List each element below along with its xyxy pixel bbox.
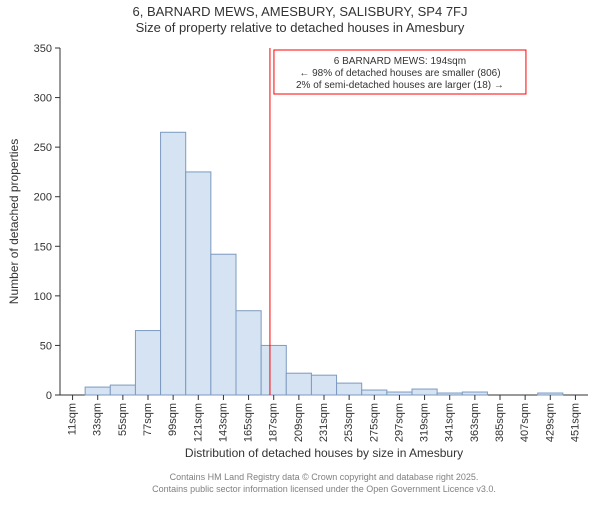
x-tick-label: 451sqm: [569, 403, 581, 442]
x-tick-label: 121sqm: [192, 403, 204, 442]
histogram-bar: [161, 132, 186, 395]
x-tick-label: 77sqm: [142, 403, 154, 436]
x-axis-label: Distribution of detached houses by size …: [185, 446, 463, 460]
histogram-bar: [261, 345, 286, 395]
footer-line1: Contains HM Land Registry data © Crown c…: [170, 472, 479, 482]
x-tick-label: 297sqm: [393, 403, 405, 442]
histogram-bar: [135, 331, 160, 395]
x-tick-label: 253sqm: [343, 403, 355, 442]
x-tick-label: 231sqm: [318, 403, 330, 442]
y-axis-label: Number of detached properties: [7, 139, 21, 304]
histogram-bar: [387, 392, 412, 395]
x-tick-label: 319sqm: [419, 403, 431, 442]
histogram-bar: [286, 373, 311, 395]
histogram-bar: [337, 383, 362, 395]
y-tick-label: 150: [34, 241, 52, 253]
histogram-bar: [211, 254, 236, 395]
histogram-bar: [236, 311, 261, 395]
histogram-bar: [110, 385, 135, 395]
x-tick-label: 33sqm: [92, 403, 104, 436]
x-tick-label: 187sqm: [268, 403, 280, 442]
callout-line: 6 BARNARD MEWS: 194sqm: [334, 56, 466, 67]
x-tick-label: 99sqm: [167, 403, 179, 436]
x-tick-label: 429sqm: [544, 403, 556, 442]
y-tick-label: 50: [40, 340, 52, 352]
x-tick-label: 385sqm: [494, 403, 506, 442]
histogram-bar: [538, 393, 563, 395]
x-tick-label: 363sqm: [469, 403, 481, 442]
callout-line: 2% of semi-detached houses are larger (1…: [296, 80, 504, 91]
chart-title-line1: 6, BARNARD MEWS, AMESBURY, SALISBURY, SP…: [133, 4, 468, 19]
x-tick-label: 11sqm: [67, 403, 79, 435]
x-tick-label: 143sqm: [217, 403, 229, 442]
chart-title-line2: Size of property relative to detached ho…: [136, 20, 465, 35]
histogram-bar: [311, 375, 336, 395]
x-tick-label: 341sqm: [444, 403, 456, 442]
x-tick-label: 209sqm: [293, 403, 305, 442]
footer-line2: Contains public sector information licen…: [152, 484, 496, 494]
histogram-bar: [412, 389, 437, 395]
x-tick-label: 165sqm: [243, 403, 255, 442]
y-tick-label: 100: [34, 291, 52, 303]
histogram-bar: [462, 392, 487, 395]
histogram-chart: 6, BARNARD MEWS, AMESBURY, SALISBURY, SP…: [0, 0, 600, 500]
x-tick-label: 55sqm: [117, 403, 129, 436]
y-tick-label: 350: [34, 43, 52, 55]
y-tick-label: 300: [34, 93, 52, 105]
x-tick-label: 407sqm: [519, 403, 531, 442]
y-tick-label: 0: [46, 390, 52, 402]
y-tick-label: 200: [34, 192, 52, 204]
x-tick-label: 275sqm: [368, 403, 380, 442]
histogram-bar: [85, 387, 110, 395]
histogram-bar: [186, 172, 211, 395]
histogram-bar: [437, 393, 462, 395]
y-tick-label: 250: [34, 142, 52, 154]
histogram-bar: [362, 390, 387, 395]
callout-line: ← 98% of detached houses are smaller (80…: [299, 68, 500, 79]
